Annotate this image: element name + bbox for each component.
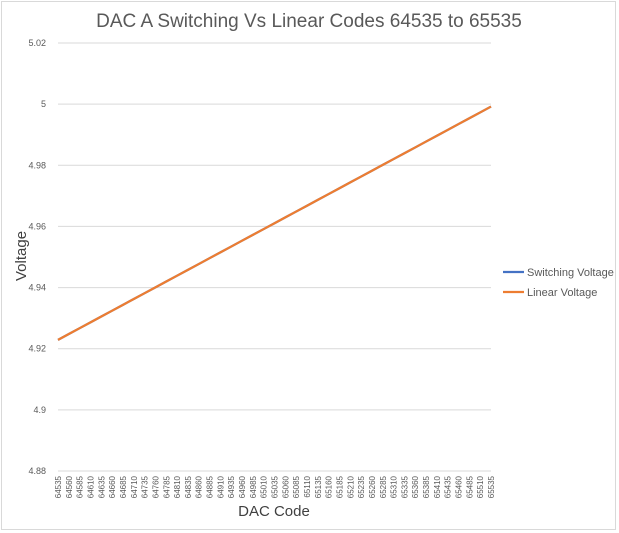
legend-label: Linear Voltage xyxy=(527,287,597,299)
x-tick-label: 64860 xyxy=(195,475,204,498)
y-tick-label: 4.94 xyxy=(28,283,46,293)
y-tick-label: 4.98 xyxy=(28,160,46,170)
y-axis-title: Voltage xyxy=(13,231,30,281)
x-tick-label: 64785 xyxy=(162,475,171,498)
x-tick-label: 65435 xyxy=(444,475,453,498)
x-tick-label: 65360 xyxy=(411,475,420,498)
x-tick-label: 65110 xyxy=(303,475,312,497)
legend: Switching Voltage Linear Voltage xyxy=(503,267,614,299)
y-tick-label: 5.02 xyxy=(28,38,46,48)
x-tick-label: 64885 xyxy=(206,475,215,498)
x-tick-label: 65060 xyxy=(281,475,290,498)
x-tick-label: 64585 xyxy=(76,475,85,498)
x-tick-label: 64635 xyxy=(97,475,106,498)
legend-label: Switching Voltage xyxy=(527,267,614,279)
y-tick-label: 5 xyxy=(41,99,46,109)
x-tick-label: 64685 xyxy=(119,475,128,498)
x-tick-label: 64935 xyxy=(227,475,236,498)
x-tick-label: 65285 xyxy=(379,475,388,498)
x-tick-label: 65410 xyxy=(433,475,442,498)
x-tick-label: 65385 xyxy=(422,475,431,498)
x-tick-label: 64835 xyxy=(184,475,193,498)
y-tick-label: 4.88 xyxy=(28,466,46,476)
x-tick-label: 64660 xyxy=(108,475,117,498)
x-tick-label: 64610 xyxy=(86,475,95,498)
x-tick-label: 65335 xyxy=(400,475,409,498)
series-lines xyxy=(57,105,492,341)
x-tick-label: 65010 xyxy=(260,475,269,498)
x-tick-label: 65235 xyxy=(357,475,366,498)
x-tick-label: 65210 xyxy=(346,475,355,498)
x-tick-label: 65260 xyxy=(368,475,377,498)
y-tick-labels: 4.88 4.9 4.92 4.94 4.96 4.98 5 5.02 xyxy=(28,38,46,476)
x-tick-label: 65535 xyxy=(487,475,496,498)
x-tick-label: 65510 xyxy=(476,475,485,498)
x-tick-label: 64985 xyxy=(249,475,258,498)
y-tick-label: 4.92 xyxy=(28,344,46,354)
x-tick-label: 65085 xyxy=(292,475,301,498)
series-line-linear-voltage xyxy=(57,105,492,341)
x-tick-label: 64960 xyxy=(238,475,247,498)
y-tick-label: 4.96 xyxy=(28,221,46,231)
x-tick-label: 64560 xyxy=(65,475,74,498)
x-tick-label: 64760 xyxy=(151,475,160,498)
x-tick-label: 64535 xyxy=(54,475,63,498)
x-tick-label: 64735 xyxy=(141,475,150,498)
x-tick-label: 65135 xyxy=(314,475,323,498)
chart-title: DAC A Switching Vs Linear Codes 64535 to… xyxy=(96,11,522,32)
y-tick-label: 4.9 xyxy=(33,405,46,415)
x-tick-label: 65185 xyxy=(335,475,344,498)
x-axis-title: DAC Code xyxy=(238,503,310,520)
gridlines xyxy=(58,42,491,472)
x-tick-label: 64810 xyxy=(173,475,182,498)
x-tick-labels: 64535 64560 64585 64610 64635 64660 64685 64710… xyxy=(54,475,496,498)
x-tick-label: 65310 xyxy=(390,475,399,498)
x-tick-label: 64910 xyxy=(216,475,225,498)
x-tick-label: 64710 xyxy=(130,475,139,498)
x-tick-label: 65485 xyxy=(465,475,474,498)
x-tick-label: 65160 xyxy=(325,475,334,498)
x-tick-label: 65460 xyxy=(455,475,464,498)
x-tick-label: 65035 xyxy=(271,475,280,498)
